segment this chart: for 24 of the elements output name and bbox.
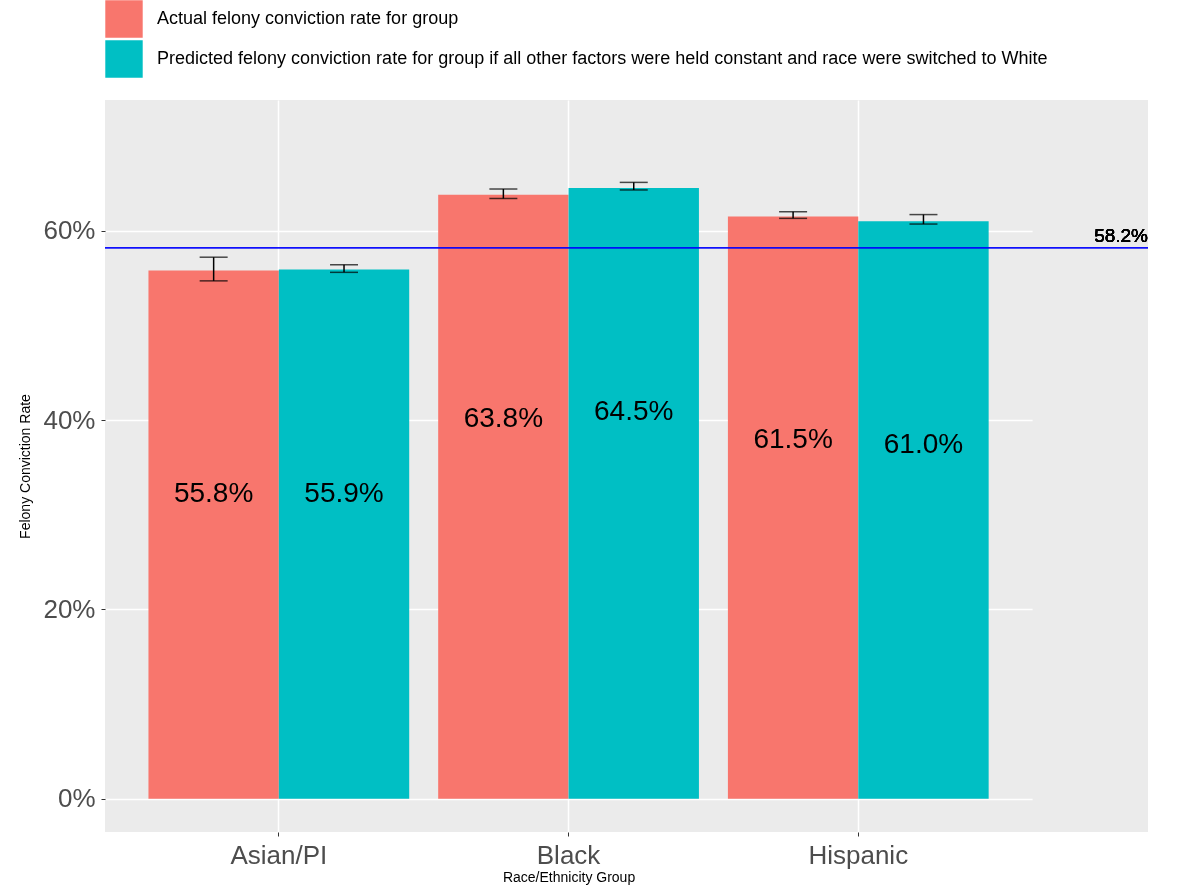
data-label: 63.8% xyxy=(463,401,544,433)
y-tick-label: 0% xyxy=(57,783,96,814)
legend-label: Predicted felony conviction rate for group if all other factors were held constant and race were switched to White xyxy=(157,48,1048,68)
bar xyxy=(438,194,569,799)
bar xyxy=(568,188,699,799)
y-tick-label: 40% xyxy=(43,404,96,435)
x-tick-label: Black xyxy=(536,839,602,870)
x-tick-label: Asian/PI xyxy=(230,839,328,870)
bar xyxy=(278,269,410,799)
data-label: 55.8% xyxy=(173,477,254,509)
data-label: 61.5% xyxy=(753,423,833,455)
data-label: 64.5% xyxy=(594,395,674,427)
data-label: 55.9% xyxy=(304,476,384,508)
data-label: 61.0% xyxy=(883,428,964,460)
x-tick-label: Hispanic xyxy=(808,839,909,870)
y-axis-title: Felony Conviction Rate xyxy=(17,393,34,539)
y-tick-label: 20% xyxy=(43,593,96,624)
bar xyxy=(727,216,859,799)
bar xyxy=(148,270,279,799)
y-tick-label: 60% xyxy=(43,215,96,246)
legend-label: Actual felony conviction rate for group xyxy=(157,8,459,28)
ref-line-label: 58.2% xyxy=(1094,224,1149,246)
x-axis-title: Race/Ethnicity Group xyxy=(502,868,636,885)
bar xyxy=(858,221,989,799)
